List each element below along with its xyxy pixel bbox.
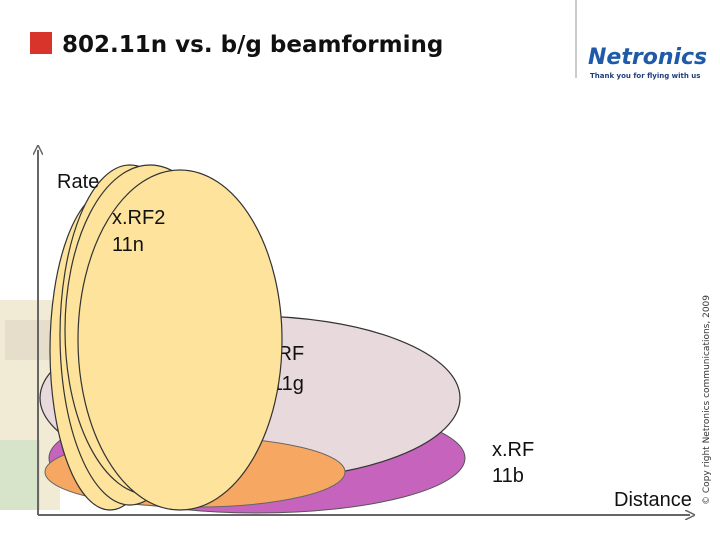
region-standard: 11n: [112, 234, 144, 256]
region-11n: [49, 164, 283, 511]
y-axis-label: Rate: [57, 171, 99, 193]
x-axis-label: Distance: [614, 489, 692, 511]
title-bullet: [30, 32, 52, 54]
region-name: x.RF2: [112, 207, 165, 229]
logo: Netronics: [588, 45, 707, 70]
copyright: © Copy right Netronics communications, 2…: [702, 295, 712, 505]
region-name: x.RF: [492, 439, 534, 461]
region-standard: 11b: [492, 465, 524, 487]
slide-title: 802.11n vs. b/g beamforming: [62, 32, 443, 58]
tagline: Thank you for flying with us: [590, 72, 700, 80]
region-standard: 11g: [272, 373, 304, 395]
